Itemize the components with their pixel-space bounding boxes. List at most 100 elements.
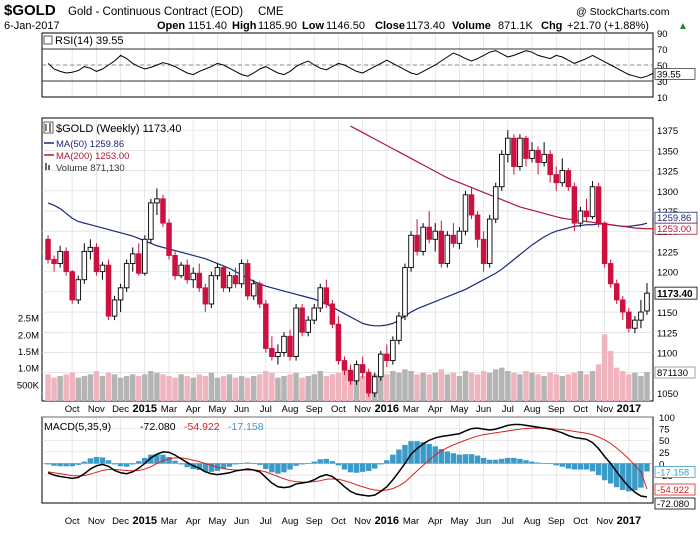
- x-axis-label: Dec: [112, 404, 129, 415]
- x-axis-label: Sep: [548, 404, 565, 415]
- symbol-title: $GOLD: [4, 2, 56, 19]
- macd-hist-bar: [638, 463, 644, 488]
- macd-hist-bar: [341, 463, 348, 470]
- volume-bar: [238, 376, 245, 401]
- macd-hist-bar: [57, 463, 63, 467]
- volume-bar: [577, 371, 584, 401]
- volume-bar: [323, 376, 330, 401]
- x-axis-label: Aug: [524, 516, 541, 527]
- macd-hist-bar: [238, 463, 245, 464]
- macd-hist-bar: [117, 463, 124, 467]
- rsi-tick-label: 50: [657, 61, 668, 72]
- candle-body: [620, 299, 626, 313]
- macd-legend-macd: -72.080: [140, 421, 176, 433]
- price-candles: [45, 130, 650, 397]
- x-axis-label: 2016: [375, 403, 399, 415]
- volume-tick-label: 1.0M: [18, 364, 39, 375]
- macd-hist-bar: [353, 463, 360, 473]
- x-axis-label: Oct: [65, 404, 80, 415]
- candle-body: [244, 263, 251, 297]
- volume-bar: [69, 372, 75, 401]
- volume-bar: [311, 374, 317, 401]
- x-axis-label: Oct: [65, 516, 80, 527]
- macd-hist-bar: [626, 463, 632, 492]
- volume-bar: [136, 376, 142, 401]
- volume-bar: [511, 372, 517, 401]
- candle-body: [305, 319, 311, 333]
- candle-body: [384, 353, 390, 362]
- macd-hist-bar: [420, 442, 426, 464]
- macd-legend-hist: -17.158: [228, 421, 264, 433]
- candle-body: [607, 263, 614, 285]
- ma200-last-box: [654, 222, 698, 235]
- volume-bar: [329, 374, 336, 401]
- macd-hist-bar: [81, 461, 88, 464]
- volume-bar: [263, 371, 269, 401]
- candle-body: [293, 307, 299, 357]
- volume-bar: [390, 371, 396, 401]
- candle-body: [486, 218, 493, 264]
- macd-hist-bar: [444, 451, 451, 464]
- price-last-value: 1173.40: [657, 289, 693, 300]
- open-value: 1151.40: [188, 20, 227, 32]
- candle-body: [571, 186, 578, 224]
- macd-hist-bar: [305, 463, 311, 464]
- ma200-last-value: 1253.00: [657, 224, 691, 235]
- candle-body: [238, 263, 245, 285]
- macd-hist-bar: [323, 458, 330, 464]
- volume-bar: [154, 372, 160, 401]
- macd-hist-bar: [317, 459, 323, 464]
- candle-body: [644, 292, 650, 312]
- candle-body: [347, 369, 354, 382]
- low-value: 1146.50: [326, 20, 365, 32]
- x-axis-label: Jul: [502, 404, 514, 415]
- volume-bar: [607, 351, 614, 401]
- macd-hist-bar: [130, 463, 136, 465]
- volume-bar: [595, 364, 602, 401]
- volume-bar: [644, 372, 650, 401]
- volume-bar: [384, 374, 390, 401]
- volume-bar: [220, 376, 227, 401]
- candle-body: [136, 253, 142, 274]
- volume-bar: [626, 374, 632, 401]
- x-axis-label: Oct: [573, 404, 588, 415]
- macd-signal-last-value: -54.922: [657, 485, 689, 496]
- volume-bar: [505, 371, 511, 401]
- candle-body: [517, 137, 523, 167]
- candle-body: [214, 267, 221, 277]
- price-legend-icon: [43, 121, 54, 134]
- volume-last-box: [654, 366, 696, 379]
- volume-bar: [493, 369, 499, 401]
- macd-hist-bar: [154, 454, 160, 464]
- macd-hist-bar: [184, 463, 190, 468]
- macd-hist-bar: [547, 463, 553, 464]
- rsi-legend-swatch: [43, 35, 53, 45]
- macd-hist-last-box: [654, 466, 696, 478]
- volume-legend-icon: [45, 163, 47, 170]
- macd-hist-bar: [402, 444, 408, 464]
- volume-bar: [196, 374, 202, 401]
- volume-bar: [105, 372, 112, 401]
- volume-legend: Volume 871,130: [56, 163, 125, 174]
- x-axis-label: Sep: [306, 516, 323, 527]
- volume-bar: [486, 372, 493, 401]
- macd-hist-bar: [299, 463, 305, 465]
- macd-hist-bar: [111, 463, 118, 465]
- macd-hist-bar: [263, 463, 269, 470]
- macd-hist-bar: [208, 463, 215, 472]
- candle-body: [329, 303, 336, 325]
- candle-body: [341, 360, 348, 371]
- macd-hist-bar: [51, 463, 57, 466]
- x-axis-label: Apr: [428, 516, 443, 527]
- volume-bar: [547, 372, 553, 401]
- volume-tick-label: 1.5M: [18, 347, 39, 358]
- open-label: Open: [157, 20, 185, 32]
- macd-hist-bar: [136, 461, 142, 464]
- macd-hist-bar: [614, 463, 620, 488]
- x-axis-label: May: [208, 404, 226, 415]
- candle-body: [390, 339, 396, 362]
- volume-bar: [583, 374, 590, 401]
- candle-body: [190, 272, 196, 281]
